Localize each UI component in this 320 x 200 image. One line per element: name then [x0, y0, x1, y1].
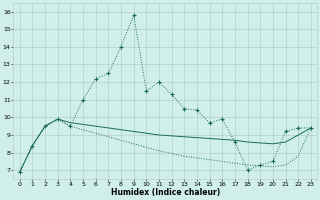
X-axis label: Humidex (Indice chaleur): Humidex (Indice chaleur): [111, 188, 220, 197]
